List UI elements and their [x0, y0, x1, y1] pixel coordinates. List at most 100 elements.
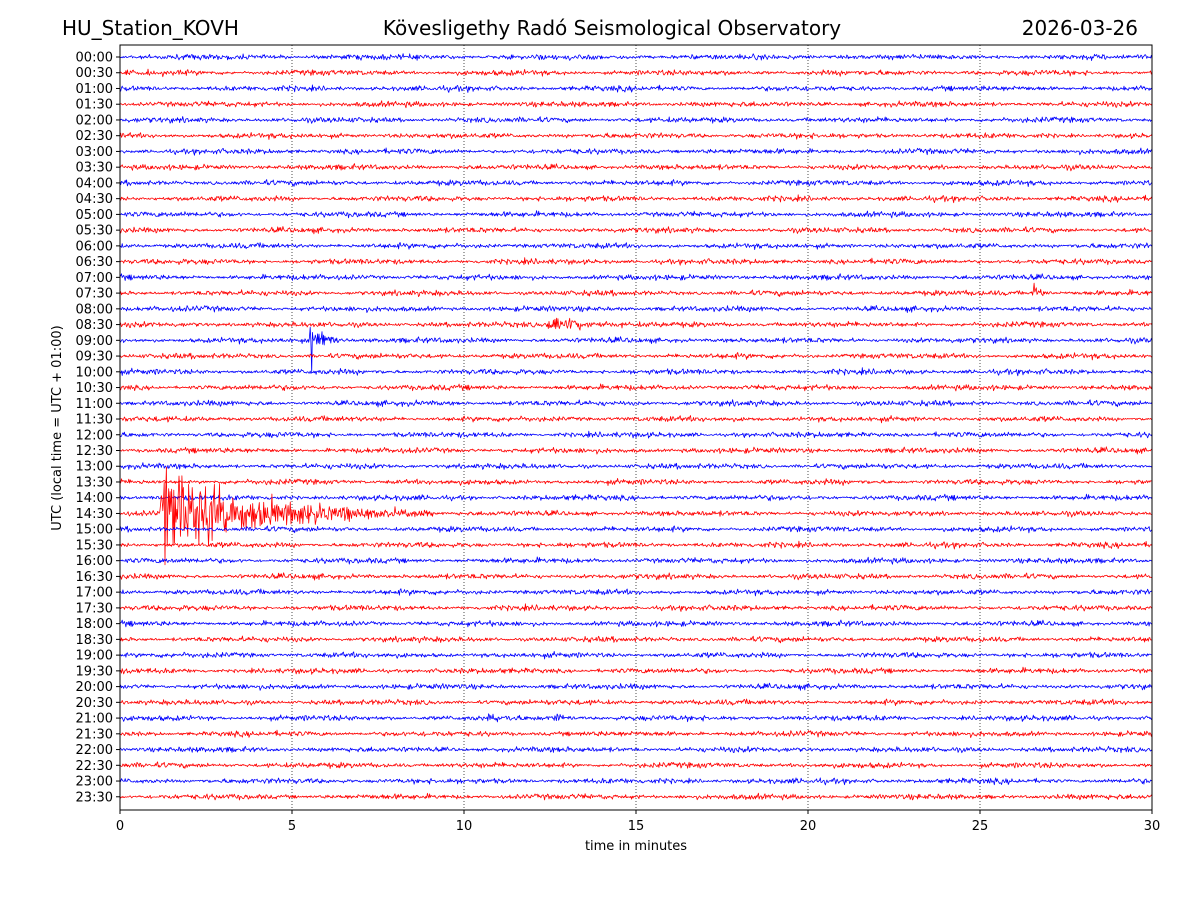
x-tick-label: 15: [628, 819, 645, 834]
y-tick-label: 22:30: [76, 759, 113, 774]
trace-0230: [119, 132, 1153, 140]
trace-0900: [119, 326, 1153, 374]
y-tick-label: 03:30: [76, 161, 113, 176]
y-tick-label: 04:30: [76, 192, 113, 207]
y-tick-label: 05:00: [76, 208, 113, 223]
y-tick-label: 09:00: [76, 334, 113, 349]
y-tick-label: 07:30: [76, 287, 113, 302]
trace-1000: [119, 367, 1153, 377]
y-tick-label: 23:00: [76, 775, 113, 790]
trace-0200: [119, 116, 1153, 124]
trace-2330: [119, 792, 1153, 801]
y-tick-label: 07:00: [76, 271, 113, 286]
y-tick-label: 23:30: [76, 790, 113, 805]
trace-1930: [119, 666, 1153, 675]
trace-2130: [120, 729, 1153, 738]
y-tick-label: 14:00: [76, 491, 113, 506]
trace-0100: [119, 84, 1153, 93]
x-tick-label: 5: [288, 819, 296, 834]
trace-1900: [119, 651, 1153, 660]
trace-0000: [119, 53, 1153, 61]
trace-0600: [119, 242, 1153, 250]
trace-1100: [119, 399, 1153, 408]
y-tick-label: 02:30: [76, 129, 113, 144]
y-tick-label: 03:00: [76, 145, 113, 160]
y-tick-label: 00:00: [76, 51, 113, 66]
y-tick-label: 17:00: [76, 586, 113, 601]
y-tick-label: 10:00: [76, 365, 113, 380]
y-tick-label: 08:30: [76, 318, 113, 333]
y-tick-label: 05:30: [76, 224, 113, 239]
y-tick-label: 11:00: [76, 397, 113, 412]
trace-1400: [119, 493, 1153, 502]
chart-date: 2026-03-26: [1022, 16, 1138, 40]
trace-2030: [119, 698, 1153, 706]
trace-0700: [119, 273, 1153, 281]
x-tick-label: 30: [1144, 819, 1161, 834]
trace-2300: [119, 777, 1153, 786]
trace-0500: [119, 210, 1153, 219]
trace-1830: [119, 635, 1153, 644]
trace-1700: [119, 588, 1153, 597]
trace-1430: [119, 466, 1153, 566]
trace-0300: [119, 147, 1153, 156]
y-tick-label: 08:00: [76, 302, 113, 317]
y-axis-label: UTC (local time = UTC + 01:00): [50, 325, 65, 530]
trace-0630: [119, 257, 1153, 266]
grid-lines: [291, 45, 981, 810]
y-tick-label: 16:30: [76, 570, 113, 585]
y-tick-label: 13:30: [76, 475, 113, 490]
trace-0330: [119, 163, 1153, 172]
y-tick-label: 09:30: [76, 350, 113, 365]
y-tick-label: 17:30: [76, 601, 113, 616]
trace-0030: [119, 68, 1153, 78]
trace-0130: [119, 100, 1153, 109]
trace-1600: [119, 556, 1153, 565]
trace-0430: [119, 194, 1153, 204]
trace-1330: [119, 478, 1153, 486]
y-tick-label: 18:30: [76, 633, 113, 648]
y-tick-label: 01:30: [76, 98, 113, 113]
trace-1530: [120, 540, 1153, 550]
y-tick-label: 06:00: [76, 239, 113, 254]
y-tick-label: 06:30: [76, 255, 113, 270]
y-tick-label: 12:30: [76, 444, 113, 459]
y-tick-label: 20:30: [76, 696, 113, 711]
x-tick-label: 20: [800, 819, 817, 834]
y-tick-label: 16:00: [76, 554, 113, 569]
trace-0800: [119, 305, 1153, 313]
x-ticks: 0 5 10 15 20 25 30: [116, 810, 1160, 834]
y-tick-label: 15:30: [76, 538, 113, 553]
trace-1800: [119, 619, 1153, 628]
y-tick-label: 10:30: [76, 381, 113, 396]
y-tick-label: 22:00: [76, 743, 113, 758]
y-tick-label: 19:30: [76, 664, 113, 679]
y-tick-label: 19:00: [76, 649, 113, 664]
x-tick-label: 10: [456, 819, 473, 834]
station-name: HU_Station_KOVH: [62, 16, 239, 40]
trace-0530: [119, 226, 1153, 235]
trace-0400: [119, 179, 1153, 187]
y-tick-label: 00:30: [76, 66, 113, 81]
y-tick-label: 21:30: [76, 727, 113, 742]
trace-1030: [119, 383, 1153, 392]
trace-1300: [119, 462, 1153, 470]
trace-1630: [119, 572, 1153, 581]
y-tick-label: 04:00: [76, 176, 113, 191]
y-tick-label: 14:30: [76, 507, 113, 522]
trace-1130: [119, 415, 1153, 424]
chart-title: Kövesligethy Radó Seismological Observat…: [383, 16, 841, 40]
y-tick-label: 18:00: [76, 617, 113, 632]
trace-2230: [119, 761, 1153, 769]
y-tick-label: 11:30: [76, 413, 113, 428]
y-tick-label: 13:00: [76, 460, 113, 475]
y-tick-label: 01:00: [76, 82, 113, 97]
trace-2100: [119, 713, 1153, 723]
trace-1200: [119, 430, 1153, 439]
y-tick-label: 20:00: [76, 680, 113, 695]
y-tick-label: 15:00: [76, 523, 113, 538]
y-tick-label: 21:00: [76, 712, 113, 727]
trace-0830: [119, 317, 1153, 331]
trace-1730: [119, 603, 1153, 612]
